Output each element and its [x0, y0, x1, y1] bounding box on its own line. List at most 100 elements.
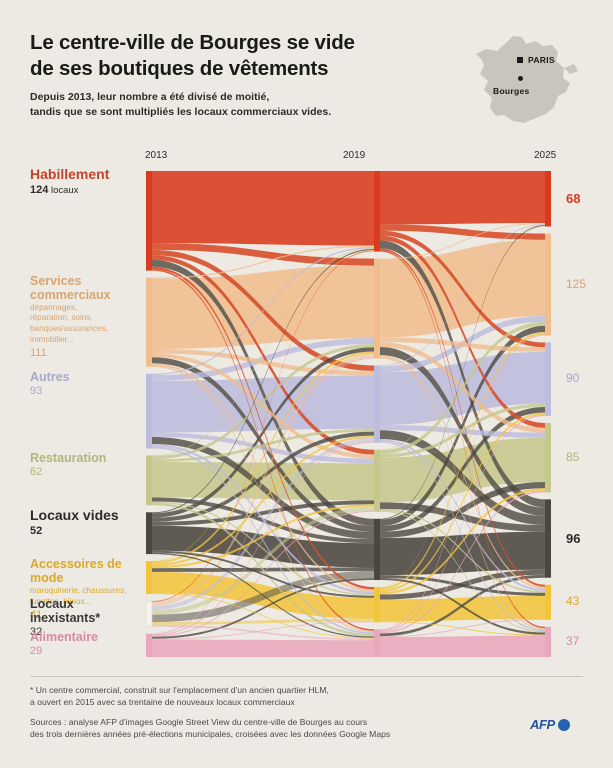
afp-logo-dot-icon	[557, 718, 570, 731]
sankey-link	[380, 224, 545, 240]
sankey-link	[380, 235, 545, 428]
sankey-link	[152, 435, 374, 566]
category-value-number: 124	[30, 183, 49, 196]
sankey-link	[152, 441, 374, 636]
sankey-link	[380, 412, 545, 592]
sankey-link	[380, 325, 545, 527]
category-name: Alimentaire	[30, 629, 99, 644]
sankey-link	[152, 502, 374, 637]
category-label-autres: Autres 93	[30, 370, 146, 398]
sankey-link	[152, 593, 374, 639]
sankey-link	[380, 171, 545, 225]
sankey-link	[380, 240, 545, 508]
paris-marker-icon	[517, 57, 523, 63]
sankey-link	[152, 250, 374, 562]
sankey-link	[380, 488, 545, 595]
category-value: 29	[30, 645, 146, 658]
sankey-link	[380, 250, 545, 629]
sankey-node-autres-2025	[545, 342, 551, 416]
sankey-link	[380, 490, 545, 634]
sankey-link	[152, 249, 374, 514]
sankey-link	[380, 578, 545, 635]
sankey-link	[380, 407, 545, 532]
sankey-link	[380, 508, 545, 593]
sankey-node-accessoires-2013	[146, 561, 152, 594]
sankey-link	[380, 621, 545, 636]
france-map: PARIS Bourges	[466, 24, 591, 132]
category-value: 41	[30, 609, 146, 622]
footer-divider	[30, 676, 583, 677]
sankey-node-services-2013	[146, 277, 152, 367]
category-label-alimentaire: Alimentaire 29	[30, 630, 146, 658]
sankey-node-services-2019	[374, 258, 380, 359]
sankey-link	[152, 245, 374, 279]
sankey-node-habillement-2025	[545, 171, 551, 227]
year-label-2013: 2013	[145, 150, 168, 161]
sankey-link	[152, 504, 374, 569]
category-name: Habillement	[30, 166, 110, 182]
sankey-node-restauration-2025	[545, 422, 551, 493]
sankey-link	[152, 363, 374, 592]
category-value-number: 52	[30, 524, 43, 537]
year-label-2025: 2025	[534, 150, 557, 161]
sankey-link	[152, 639, 374, 657]
sankey-node-alimentaire-2019	[374, 629, 380, 657]
year-label-2019: 2019	[343, 150, 366, 161]
category-label-services: Services commerciaux dépannages, réparati…	[30, 274, 146, 361]
sankey-link	[380, 355, 545, 589]
sankey-node-autres-2019	[374, 365, 380, 443]
afp-logo-text: AFP	[530, 717, 555, 732]
sankey-link	[380, 439, 545, 592]
sankey-link	[380, 482, 545, 538]
category-value: 52	[30, 525, 146, 538]
sankey-link	[152, 624, 374, 641]
sankey-link	[152, 432, 374, 464]
sankey-link	[380, 618, 545, 638]
sankey-link	[152, 501, 374, 596]
sankey-node-restauration-2013	[146, 455, 152, 506]
sankey-link	[152, 255, 374, 455]
sankey-link	[380, 225, 545, 520]
right-value-alimentaire: 37	[566, 633, 580, 648]
sankey-link	[152, 265, 374, 350]
category-name: Services commerciaux	[30, 273, 111, 302]
right-value-services: 125	[566, 276, 587, 291]
category-value-number: 29	[30, 644, 43, 657]
category-value: 62	[30, 466, 146, 479]
category-label-habillement: Habillement 124 locaux	[30, 166, 146, 197]
sankey-node-services-2025	[545, 233, 551, 336]
category-value-number: 41	[30, 608, 43, 621]
sankey-node-accessoires-2019	[374, 587, 380, 623]
sankey-link	[152, 437, 374, 540]
category-sublabel: maroquinerie, chaussures, lunettes, bijo…	[30, 586, 127, 606]
sankey-link	[152, 269, 374, 631]
sankey-link	[380, 334, 545, 631]
category-name: Autres	[30, 369, 70, 384]
sankey-node-restauration-2019	[374, 449, 380, 512]
sankey-link	[380, 248, 545, 587]
category-label-restauration: Restauration 62	[30, 451, 146, 479]
category-sublabel: dépannages, réparation, soins, banques/a…	[30, 302, 108, 345]
sankey-link	[380, 223, 545, 367]
sankey-link	[152, 347, 374, 518]
sankey-link	[380, 430, 545, 525]
sankey-link	[152, 251, 374, 634]
sankey-link	[152, 621, 374, 640]
afp-logo: AFP	[530, 717, 570, 732]
sankey-node-habillement-2019	[374, 171, 380, 252]
sankey-node-autres-2013	[146, 373, 152, 449]
sankey-link	[152, 506, 374, 615]
sankey-link	[380, 575, 545, 596]
bourges-label: Bourges	[493, 86, 530, 96]
sankey-node-habillement-2013	[146, 171, 152, 271]
category-value: 111	[30, 347, 146, 360]
sankey-link	[152, 353, 374, 607]
sankey-link	[380, 510, 545, 633]
sankey-node-inexistants-2013	[145, 600, 153, 628]
sankey-link	[152, 246, 374, 376]
category-value-number: 62	[30, 466, 43, 479]
sankey-link	[380, 414, 545, 632]
category-value: 124 locaux	[30, 184, 146, 197]
sankey-link	[380, 595, 545, 622]
